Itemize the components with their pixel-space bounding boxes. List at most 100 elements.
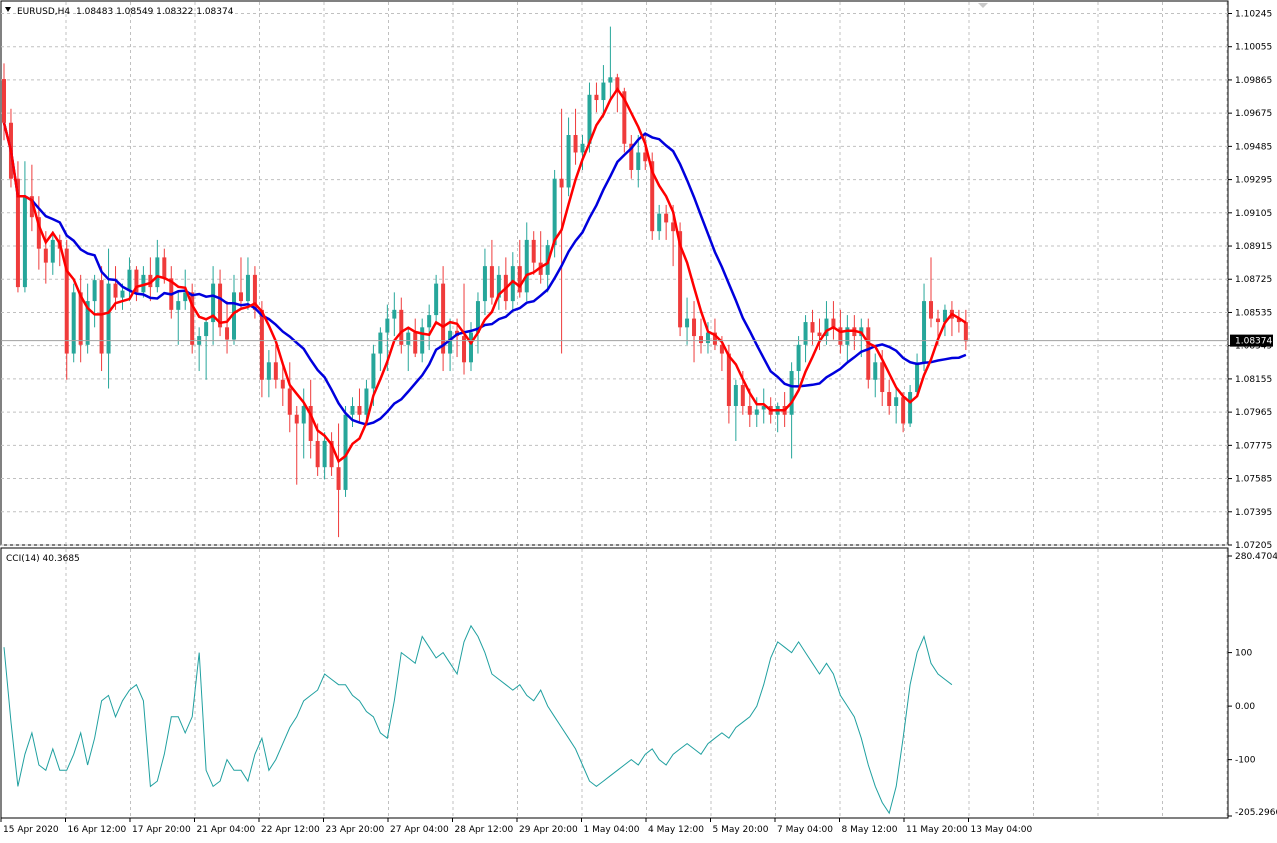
candle-body	[78, 292, 83, 345]
indicator-pane[interactable]: 280.4704 100 0.00 -100 -205.2966 CCI(14) 40.…	[0, 547, 1277, 819]
candle-body	[350, 406, 355, 415]
candle-body	[475, 301, 480, 333]
scroll-marker-icon[interactable]	[978, 3, 988, 8]
cci-axis-label: 280.4704	[1235, 552, 1277, 562]
candle-body	[747, 406, 752, 415]
chart-header: EURUSD,H4 1.08483 1.08549 1.08322 1.0837…	[5, 7, 234, 17]
candle-body	[92, 280, 97, 302]
candle-body	[385, 318, 390, 333]
candle-body	[887, 392, 892, 407]
candle-body	[287, 388, 292, 415]
price-pane[interactable]: 1.10245 1.10055 1.09865 1.09675 1.09485 1.092…	[0, 0, 1273, 551]
candle-body	[726, 353, 731, 407]
candle-body	[705, 332, 710, 344]
candle-body	[531, 239, 536, 263]
candle-body	[789, 371, 794, 415]
time-axis-label: 22 Apr 12:00	[261, 825, 320, 835]
cci-line	[3, 624, 953, 815]
candle-body	[273, 362, 278, 380]
candle-body	[636, 152, 641, 170]
candle-body	[308, 406, 313, 441]
time-axis-label: 27 Apr 04:00	[390, 825, 449, 835]
candle-body	[329, 440, 334, 468]
time-axis-label: 16 Apr 12:00	[68, 825, 127, 835]
candle-body	[573, 135, 578, 153]
candle-body	[915, 362, 920, 393]
cci-grid	[65, 549, 1228, 817]
candle-body	[580, 143, 585, 153]
price-axis-label: 1.07205	[1235, 541, 1272, 551]
candle-body	[922, 301, 927, 363]
cci-label: CCI(14) 40.3685	[6, 554, 80, 564]
candle-body	[468, 332, 473, 363]
candle-body	[489, 266, 494, 298]
candle-body	[364, 388, 369, 415]
candle-body	[22, 196, 27, 288]
candle-body	[594, 94, 599, 101]
candle-body	[392, 309, 397, 319]
candle-body	[85, 301, 90, 345]
candle-body	[183, 292, 188, 302]
menu-triangle-icon[interactable]	[5, 7, 11, 12]
time-axis-label: 8 May 12:00	[842, 825, 898, 835]
candle-body	[678, 231, 683, 328]
time-axis-label: 21 Apr 04:00	[197, 825, 256, 835]
cci-axis-label: -100	[1235, 756, 1256, 766]
candle-body	[252, 274, 257, 310]
candle-body	[336, 467, 341, 490]
ma-fast-line	[2, 86, 967, 464]
time-axis-label: 17 Apr 20:00	[132, 825, 191, 835]
candle-body	[942, 309, 947, 323]
candle-body	[462, 336, 467, 363]
candle-body	[615, 77, 620, 92]
candle-body	[15, 178, 20, 288]
candle-body	[524, 239, 529, 293]
candle-body	[482, 266, 487, 302]
candle-body	[845, 327, 850, 345]
time-axis-label: 15 Apr 2020	[3, 825, 59, 835]
candle-body	[629, 143, 634, 170]
candle-body	[315, 440, 320, 468]
time-axis-label: 1 May 04:00	[584, 825, 640, 835]
candle-body	[517, 266, 522, 293]
candle-body	[343, 414, 348, 490]
candle-body	[120, 290, 125, 298]
time-axis-label: 5 May 20:00	[713, 825, 769, 835]
cci-axis-label: -205.2966	[1235, 808, 1277, 818]
candle-body	[259, 309, 264, 380]
candle-body	[413, 332, 418, 354]
candle-body	[817, 332, 822, 337]
candle-body	[232, 292, 237, 340]
candle-body	[441, 283, 446, 354]
cci-axis-label: 0.00	[1235, 702, 1255, 712]
candle-body	[712, 332, 717, 345]
price-axis-label: 1.10245	[1235, 9, 1272, 19]
candle-body	[162, 257, 167, 279]
cci-axis: 280.4704 100 0.00 -100 -205.2966	[1228, 552, 1277, 818]
price-axis-label: 1.07965	[1235, 408, 1272, 418]
price-axis: 1.10245 1.10055 1.09865 1.09675 1.09485 1.092…	[1228, 9, 1272, 551]
candle-body	[64, 248, 69, 354]
indicator-pane-frame	[0, 547, 1229, 819]
price-grid	[1, 2, 1228, 546]
candle-body	[245, 274, 250, 302]
candle-body	[559, 178, 564, 188]
candle-body	[761, 406, 766, 410]
symbol-label: EURUSD,H4	[17, 7, 70, 17]
current-price-tag-bg	[1230, 334, 1273, 347]
price-axis-label: 1.08155	[1235, 375, 1272, 385]
candle-body	[956, 318, 961, 323]
time-axis-label: 11 May 20:00	[906, 825, 968, 835]
time-axis-label: 13 May 04:00	[971, 825, 1033, 835]
price-axis-label: 1.09485	[1235, 142, 1272, 152]
time-axis: 15 Apr 2020 16 Apr 12:00 17 Apr 20:00 21 Ap…	[0, 818, 1033, 835]
candle-body	[810, 322, 815, 333]
candle-body	[134, 269, 139, 293]
candle-body	[36, 217, 41, 249]
candle-body	[754, 409, 759, 415]
candle-body	[657, 213, 662, 232]
candle-body	[378, 332, 383, 354]
time-axis-label: 28 Apr 12:00	[455, 825, 514, 835]
candle-body	[29, 196, 34, 218]
